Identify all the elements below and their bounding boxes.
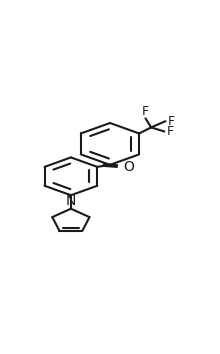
Text: F: F (142, 104, 149, 118)
Text: O: O (124, 160, 134, 174)
Text: N: N (66, 194, 76, 208)
Text: F: F (167, 115, 174, 128)
Text: F: F (166, 125, 173, 138)
